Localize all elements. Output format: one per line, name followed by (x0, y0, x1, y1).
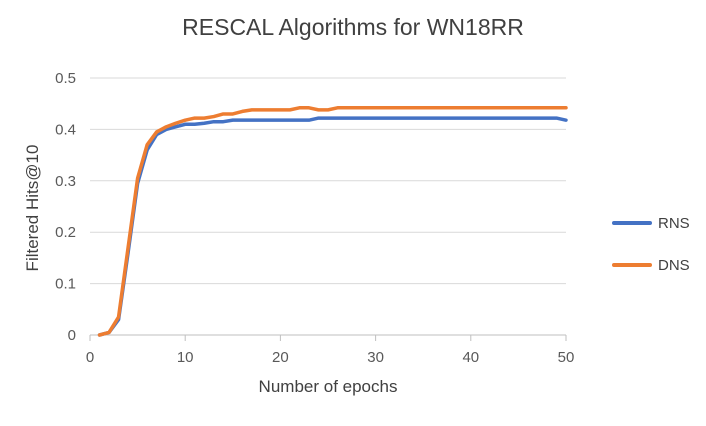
legend-item-dns: DNS (612, 254, 690, 276)
x-tick-label-3: 30 (367, 349, 384, 366)
legend: RNS DNS (612, 212, 690, 296)
legend-swatch-rns (612, 221, 652, 225)
series-line-dns (97, 106, 568, 337)
legend-label-dns: DNS (658, 256, 690, 274)
y-axis-title: Filtered Hits@10 (23, 144, 42, 272)
y-tick-label-0: 0 (68, 327, 76, 344)
legend-label-rns: RNS (658, 214, 690, 232)
x-tick-label-4: 40 (462, 349, 479, 366)
legend-item-rns: RNS (612, 212, 690, 234)
y-tick-label-1: 0.1 (55, 276, 76, 293)
x-axis-title: Number of epochs (258, 377, 398, 396)
x-tick-label-1: 10 (177, 349, 194, 366)
y-tick-label-5: 0.5 (55, 70, 76, 87)
x-tick-label-2: 20 (272, 349, 289, 366)
x-tick-label-0: 0 (86, 349, 94, 366)
series-line-rns (97, 116, 568, 337)
x-tick-label-5: 50 (558, 349, 575, 366)
y-tick-label-2: 0.2 (55, 224, 76, 241)
legend-swatch-dns (612, 263, 652, 267)
y-tick-label-4: 0.4 (55, 121, 76, 138)
chart-title: RESCAL Algorithms for WN18RR (182, 14, 524, 40)
y-tick-label-3: 0.3 (55, 173, 76, 190)
